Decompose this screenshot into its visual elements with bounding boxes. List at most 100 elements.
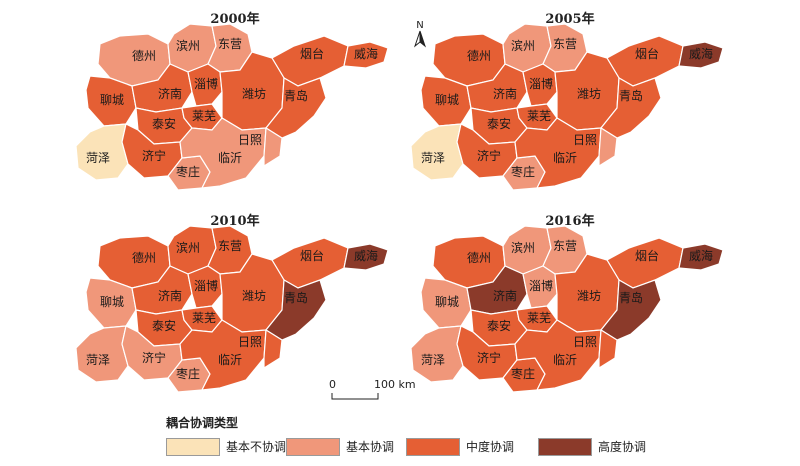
city-label-济南: 济南 (158, 86, 182, 101)
city-label-潍坊: 潍坊 (577, 288, 601, 303)
city-label-莱芜: 莱芜 (192, 311, 216, 325)
city-label-青岛: 青岛 (284, 290, 308, 305)
city-label-临沂: 临沂 (553, 353, 577, 367)
city-label-泰安: 泰安 (487, 116, 511, 131)
city-label-德州: 德州 (467, 250, 491, 265)
legend-label-1: 基本不协调 (226, 440, 287, 454)
city-label-莱芜: 莱芜 (527, 109, 551, 123)
legend-swatch-4 (538, 438, 592, 456)
region-青岛 (600, 279, 662, 341)
city-label-滨州: 滨州 (176, 240, 200, 255)
region-临沂 (514, 319, 602, 391)
city-label-临沂: 临沂 (218, 151, 242, 165)
region-临沂 (514, 117, 602, 189)
city-label-济南: 济南 (493, 86, 517, 101)
city-label-威海: 威海 (354, 46, 378, 61)
city-label-潍坊: 潍坊 (577, 86, 601, 101)
city-label-济南: 济南 (493, 288, 517, 303)
region-威海 (678, 41, 724, 69)
map-panel-2000: 2000年 德州 滨州 东营 烟台 威海 聊城 济南 淄博 潍坊 青岛 泰安 莱芜 菏泽 济宁 枣庄 临沂 日照 (70, 6, 400, 196)
city-label-青岛: 青岛 (619, 88, 643, 103)
city-label-德州: 德州 (467, 48, 491, 63)
city-label-淄博: 淄博 (194, 76, 218, 91)
city-label-烟台: 烟台 (300, 46, 324, 61)
city-label-聊城: 聊城 (100, 295, 124, 309)
region-青岛 (265, 279, 327, 341)
city-label-滨州: 滨州 (511, 38, 535, 53)
city-label-淄博: 淄博 (529, 278, 553, 293)
city-label-济宁: 济宁 (142, 148, 166, 163)
city-label-烟台: 烟台 (635, 46, 659, 61)
city-label-烟台: 烟台 (300, 248, 324, 263)
city-label-枣庄: 枣庄 (176, 366, 200, 381)
city-label-菏泽: 菏泽 (86, 353, 110, 367)
city-label-济南: 济南 (158, 288, 182, 303)
city-label-东营: 东营 (553, 37, 577, 51)
city-label-淄博: 淄博 (529, 76, 553, 91)
legend-swatch-2 (286, 438, 340, 456)
map-panel-2005: 2005年 德州 滨州 东营 烟台 威海 聊城 济南 淄博 潍坊 青岛 泰安 莱芜 菏泽 济宁 枣庄 临沂 日照 (405, 6, 735, 196)
region-日照 (598, 328, 618, 370)
city-label-日照: 日照 (238, 335, 262, 349)
city-label-东营: 东营 (553, 239, 577, 253)
city-label-烟台: 烟台 (635, 248, 659, 263)
city-label-济宁: 济宁 (477, 350, 501, 365)
city-label-菏泽: 菏泽 (86, 151, 110, 165)
city-label-德州: 德州 (132, 48, 156, 63)
scale-start-label: 0 (329, 378, 336, 391)
city-label-德州: 德州 (132, 250, 156, 265)
city-label-青岛: 青岛 (619, 290, 643, 305)
city-label-聊城: 聊城 (435, 295, 459, 309)
city-label-淄博: 淄博 (194, 278, 218, 293)
city-label-泰安: 泰安 (152, 318, 176, 333)
region-青岛 (600, 77, 662, 139)
region-威海 (343, 243, 389, 271)
city-label-临沂: 临沂 (218, 353, 242, 367)
city-label-青岛: 青岛 (284, 88, 308, 103)
legend-title: 耦合协调类型 (166, 416, 239, 430)
city-label-东营: 东营 (218, 239, 242, 253)
region-淄博 (187, 265, 223, 309)
city-label-莱芜: 莱芜 (192, 109, 216, 123)
city-label-枣庄: 枣庄 (511, 164, 535, 179)
city-label-威海: 威海 (354, 248, 378, 263)
scale-end-label: 100 km (374, 378, 416, 391)
north-letter: N (416, 20, 424, 31)
panel-title-2005: 2005年 (545, 12, 595, 27)
scale-bar: 0 100 km (326, 378, 426, 408)
city-label-日照: 日照 (573, 133, 597, 147)
city-label-菏泽: 菏泽 (421, 151, 445, 165)
region-日照 (263, 126, 283, 168)
city-label-潍坊: 潍坊 (242, 288, 266, 303)
panel-title-2016: 2016年 (545, 214, 595, 229)
map-panel-2010: 2010年 德州 滨州 东营烟台 威海聊城 济南 淄博潍坊 青岛泰安 莱芜菏泽 济宁 枣庄 临沂 日照 (70, 208, 400, 398)
legend: 耦合协调类型 基本不协调 基本协调 中度协调 高度协调 (166, 414, 726, 464)
city-label-枣庄: 枣庄 (176, 164, 200, 179)
city-label-济宁: 济宁 (477, 148, 501, 163)
region-青岛 (265, 77, 327, 139)
legend-label-2: 基本协调 (346, 440, 395, 454)
city-label-日照: 日照 (573, 335, 597, 349)
legend-label-4: 高度协调 (598, 440, 647, 454)
city-label-东营: 东营 (218, 37, 242, 51)
region-威海 (678, 243, 724, 271)
legend-label-3: 中度协调 (466, 440, 515, 454)
legend-swatch-3 (406, 438, 460, 456)
city-label-菏泽: 菏泽 (421, 353, 445, 367)
city-label-泰安: 泰安 (487, 318, 511, 333)
city-label-聊城: 聊城 (435, 93, 459, 107)
city-label-济宁: 济宁 (142, 350, 166, 365)
panel-title-2000: 2000年 (210, 12, 260, 27)
region-淄博 (522, 63, 558, 107)
region-淄博 (522, 265, 558, 309)
map-panel-2016: 2016年 德州 滨州 东营 烟台 威海 聊城 济南 淄博 潍坊 青岛 泰安 莱芜 菏泽 济宁 枣庄 临沂 日照 (405, 208, 735, 398)
region-日照 (598, 126, 618, 168)
city-label-潍坊: 潍坊 (242, 86, 266, 101)
panel-title-2010: 2010年 (210, 214, 260, 229)
region-淄博 (187, 63, 223, 107)
city-label-聊城: 聊城 (100, 93, 124, 107)
